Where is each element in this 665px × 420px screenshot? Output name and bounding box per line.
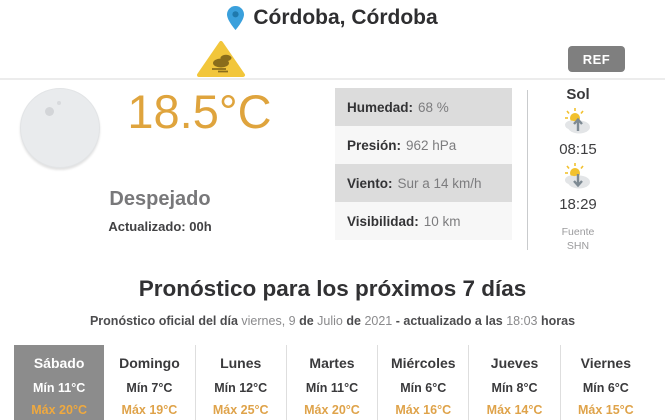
data-source: Fuente SHN [562,225,595,253]
day-min-temp: Mín 12°C [214,381,268,395]
location-pin-icon [227,6,245,30]
visibility-label: Visibilidad: [347,213,419,229]
header-divider [0,78,665,80]
day-name: Domingo [119,355,180,371]
day-min-temp: Mín 6°C [400,381,447,395]
forecast-title: Pronóstico para los próximos 7 días [138,276,527,301]
subtitle-part: Julio [317,314,343,328]
subtitle-part: Pronóstico oficial del día [89,314,238,328]
moon-crater [57,101,61,105]
forecast-day-martes[interactable]: Martes Mín 11°C Máx 20°C [285,345,377,420]
wind-value: Sur a 14 km/h [397,175,482,191]
subtitle-part: de [346,314,361,328]
current-temperature: 18.5°C [127,85,272,138]
day-name: Miércoles [390,355,456,371]
sunrise-icon [562,107,594,140]
sunset-icon [562,162,594,195]
day-min-temp: Mín 8°C [491,381,538,395]
forecast-day-domingo[interactable]: Domingo Mín 7°C Máx 19°C [104,345,194,420]
sunset-time: 18:29 [559,196,597,213]
subtitle-part: horas [540,314,576,328]
visibility-value: 10 km [423,213,461,229]
forecast-day-lunes[interactable]: Lunes Mín 12°C Máx 25°C [194,345,286,420]
humidity-value: 68 % [418,99,449,115]
current-condition: Despejado [109,188,211,210]
forecast-day-viernes[interactable]: Viernes Mín 6°C Máx 15°C [559,345,651,420]
location-header: Córdoba, Córdoba [0,6,665,30]
pressure-row: Presión: 962 hPa [335,126,512,164]
day-name: Martes [309,355,355,371]
source-line2: SHN [566,240,590,253]
day-max-temp: Máx 14°C [486,403,543,417]
weather-details: Humedad: 68 % Presión: 962 hPa Viento: S… [335,88,512,240]
subtitle-part: de [299,314,314,328]
source-line1: Fuente [561,226,595,238]
forecast-day-jueves[interactable]: Jueves Mín 8°C Máx 14°C [468,345,559,420]
day-max-temp: Máx 19°C [121,403,178,417]
forecast-day-miercoles[interactable]: Miércoles Mín 6°C Máx 16°C [377,345,468,420]
day-name: Sábado [33,355,85,371]
day-max-temp: Máx 20°C [31,403,87,417]
day-max-temp: Máx 16°C [395,403,452,417]
day-max-temp: Máx 20°C [304,403,360,417]
day-min-temp: Mín 11°C [305,381,359,395]
pressure-label: Presión: [347,137,402,153]
day-min-temp: Mín 6°C [582,381,629,395]
day-name: Lunes [220,355,262,371]
humidity-row: Humedad: 68 % [335,88,512,126]
clear-night-moon-icon [20,88,100,168]
forecast-subtitle: Pronóstico oficial del día viernes, 9 de… [0,314,665,328]
subtitle-part: - actualizado a las [395,314,503,328]
fog-warning-icon[interactable] [196,40,246,83]
forecast-table: Sábado Mín 11°C Máx 20°C Domingo Mín 7°C… [14,345,651,420]
vertical-divider [527,90,528,250]
day-min-temp: Mín 7°C [126,381,173,395]
sun-info: Sol 08:15 [536,86,620,253]
pressure-value: 962 hPa [406,137,457,153]
subtitle-part: 18:03 [506,314,538,328]
last-updated: Actualizado: 00h [108,219,212,234]
moon-crater [45,107,54,116]
day-min-temp: Mín 11°C [33,381,86,395]
location-title: Córdoba, Córdoba [253,6,438,29]
subtitle-part: viernes, 9 [241,314,296,328]
day-name: Jueves [490,355,539,371]
visibility-row: Visibilidad: 10 km [335,202,512,240]
wind-row: Viento: Sur a 14 km/h [335,164,512,202]
ref-button[interactable]: REF [568,46,625,72]
humidity-label: Humedad: [347,99,414,115]
subtitle-part: 2021 [364,314,393,328]
forecast-day-sabado[interactable]: Sábado Mín 11°C Máx 20°C [14,345,105,420]
sun-title: Sol [566,86,590,103]
wind-label: Viento: [347,175,393,191]
day-max-temp: Máx 25°C [212,403,269,417]
sunrise-time: 08:15 [559,141,597,158]
day-max-temp: Máx 15°C [577,403,634,417]
day-name: Viernes [580,355,631,371]
